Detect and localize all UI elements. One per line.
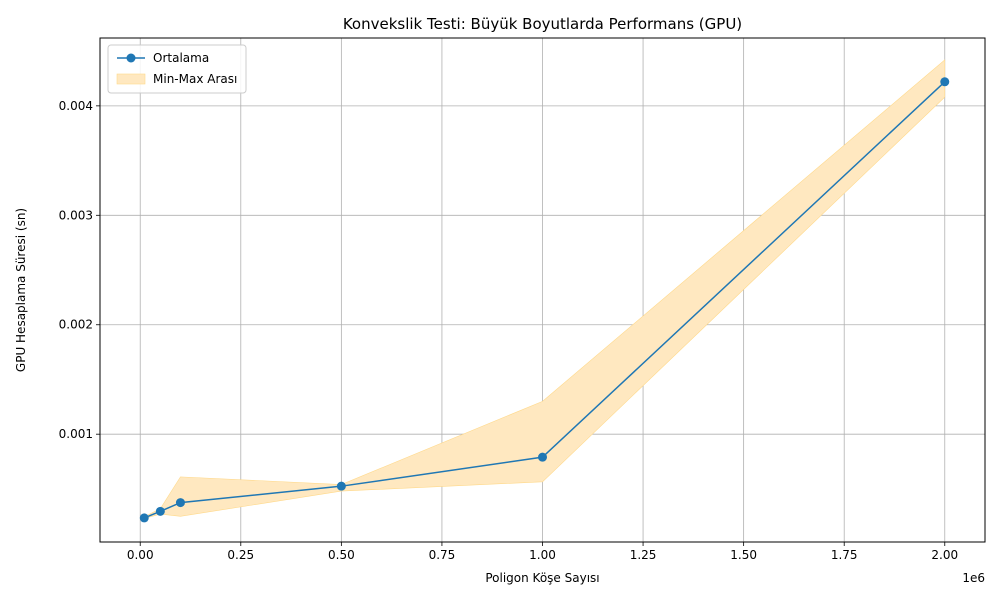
legend: Ortalama Min-Max Arası [107, 44, 247, 94]
y-tick-label: 0.002 [59, 318, 93, 332]
legend-label: Min-Max Arası [153, 72, 237, 86]
mean-data-point [155, 506, 165, 516]
y-tick-label: 0.001 [59, 427, 93, 441]
legend-marker [126, 53, 136, 63]
mean-data-point [538, 452, 547, 462]
x-tick-label: 1.00 [529, 548, 556, 562]
x-tick-label: 0.25 [227, 548, 254, 562]
mean-data-point [175, 498, 185, 508]
x-tick-label: 1.25 [630, 548, 657, 562]
mean-data-point [336, 481, 346, 491]
tick-layer: 0.00 0.25 0.50 0.75 1.00 1.25 1.50 1.75 2.00 0.00… [59, 99, 958, 562]
y-tick-label: 0.003 [59, 208, 93, 222]
y-tick-label: 0.004 [59, 99, 93, 113]
x-tick-label: 1.75 [831, 548, 858, 562]
y-axis-title: GPU Hesaplama Süresi (sn) [14, 208, 28, 372]
line-layer [139, 77, 950, 523]
mean-data-point [139, 513, 149, 523]
legend-label: Ortalama [153, 51, 209, 65]
x-tick-label: 0.50 [328, 548, 355, 562]
chart-title: Konvekslik Testi: Büyük Boyutlarda Perfo… [343, 15, 742, 33]
legend-band-swatch [116, 73, 146, 85]
x-tick-label: 0.00 [127, 548, 154, 562]
x-tick-label: 1.50 [730, 548, 757, 562]
x-tick-label: 0.75 [429, 548, 456, 562]
mean-data-point [940, 77, 950, 87]
x-axis-offset-label: 1e6 [962, 571, 985, 585]
x-axis-title: Poligon Köşe Sayısı [485, 571, 599, 585]
x-tick-label: 2.00 [931, 548, 958, 562]
